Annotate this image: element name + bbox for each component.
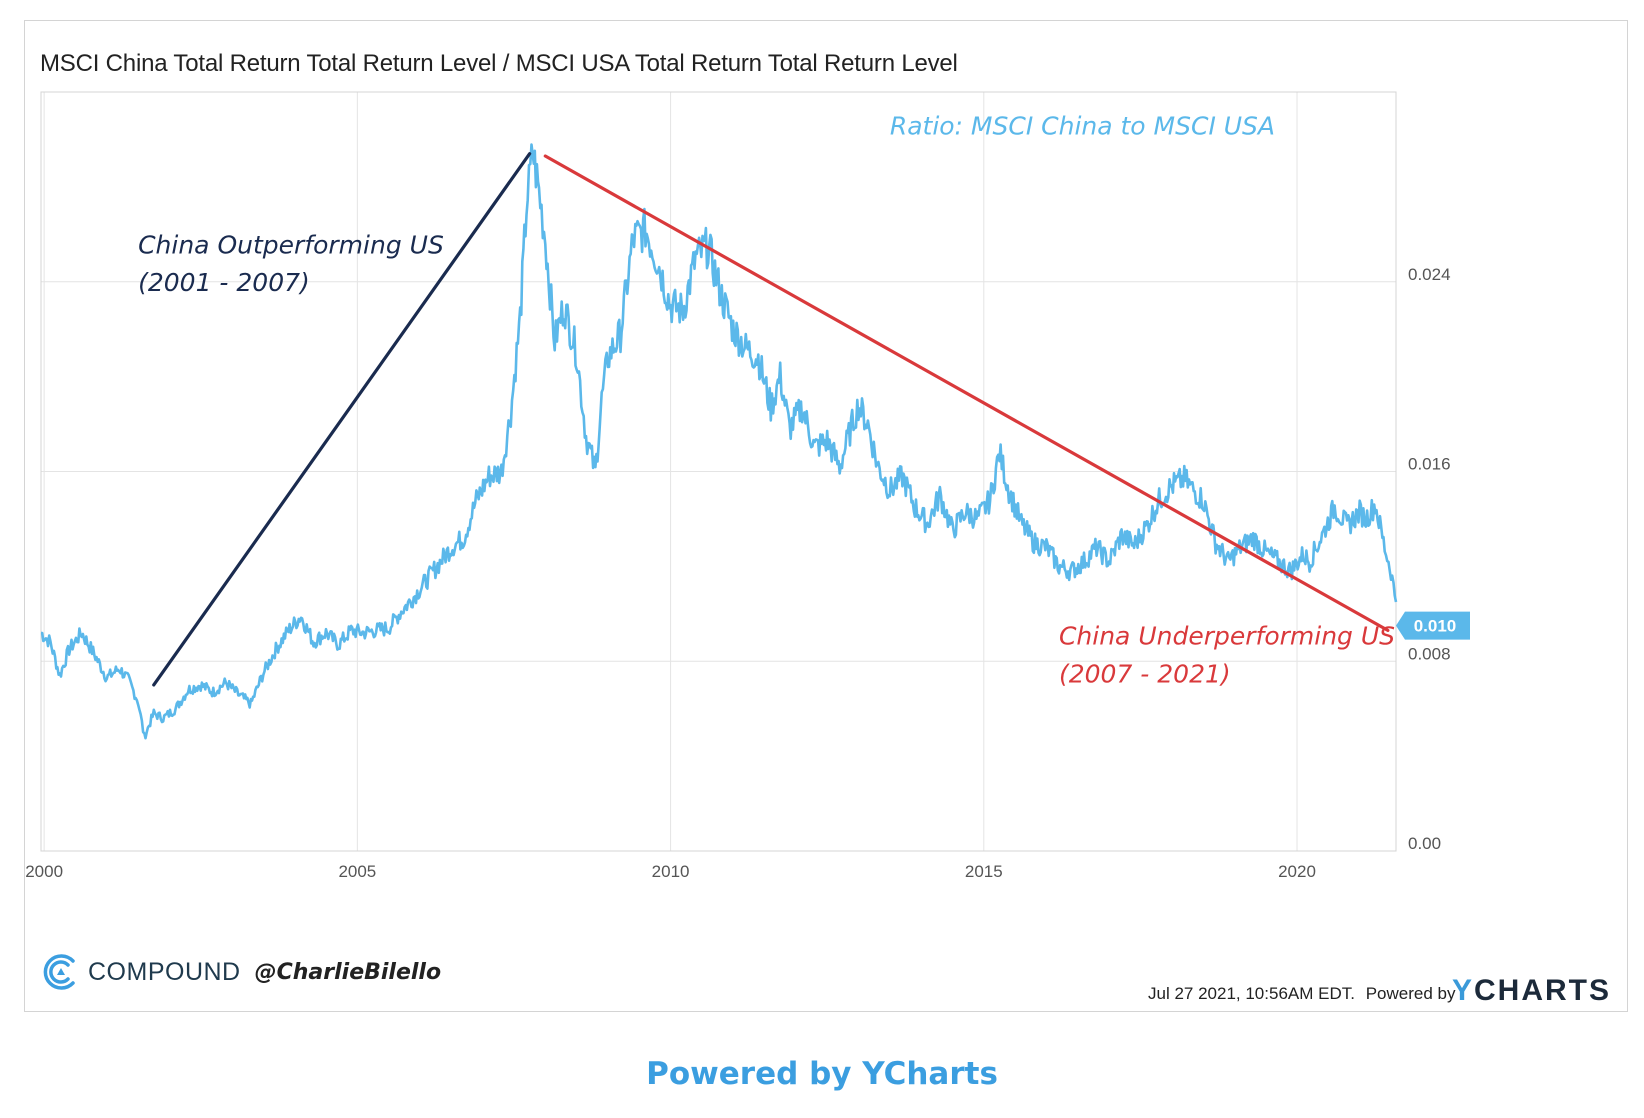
x-tick-label: 2015 (965, 862, 1003, 881)
last-value-badge-layer: 0.010 (1396, 611, 1470, 640)
x-tick-label: 2020 (1278, 862, 1316, 881)
plot-border (40, 91, 1397, 852)
twitter-handle: @CharlieBilello (254, 959, 442, 985)
tick-layer: 0.00 0.008 0.016 0.024 2000 2005 2010 2015 2020 (25, 265, 1450, 881)
timestamp-powered-by: Jul 27 2021, 10:56AM EDT. Powered by (1148, 984, 1455, 1004)
outperforming-years: (2001 - 2007) (138, 268, 310, 297)
y-tick-label: 0.00 (1408, 834, 1441, 853)
ycharts-logo[interactable]: YCHARTS (1452, 974, 1611, 1008)
annotation-layer: Ratio: MSCI China to MSCI USA China Outpe… (138, 112, 1395, 689)
timestamp-text: Jul 27 2021, 10:56AM EDT. (1148, 984, 1355, 1003)
series-line-ratio (40, 143, 1398, 740)
underperforming-years: (2007 - 2021) (1059, 660, 1231, 689)
y-tick-label: 0.024 (1408, 265, 1451, 284)
compound-brand: COMPOUND @CharlieBilello (42, 953, 441, 991)
x-tick-label: 2010 (652, 862, 690, 881)
last-value-badge (1396, 611, 1470, 640)
powered-by-text: Powered by (1365, 984, 1456, 1003)
grid-layer (41, 92, 1396, 852)
compound-name: COMPOUND (88, 957, 241, 986)
chart-title: MSCI China Total Return Total Return Lev… (40, 50, 958, 77)
trend-line-outperforming (152, 152, 532, 687)
ycharts-logo-text: CHARTS (1474, 974, 1612, 1007)
outperforming-label: China Outperforming US (138, 230, 444, 259)
trend-layer (152, 152, 1390, 687)
underperforming-label: China Underperforming US (1059, 622, 1395, 651)
trend-line-underperforming (543, 154, 1390, 633)
ycharts-logo-y: Y (1452, 974, 1475, 1007)
y-tick-label: 0.016 (1408, 455, 1451, 474)
y-tick-label: 0.008 (1408, 644, 1451, 663)
x-tick-label: 2005 (338, 862, 376, 881)
powered-by-footer-link[interactable]: Powered by YCharts (646, 1056, 998, 1092)
series-layer (40, 143, 1398, 740)
ratio-label: Ratio: MSCI China to MSCI USA (890, 112, 1275, 141)
compound-logo-icon (43, 954, 75, 990)
x-tick-label: 2000 (25, 862, 63, 881)
last-value-label: 0.010 (1414, 617, 1457, 636)
